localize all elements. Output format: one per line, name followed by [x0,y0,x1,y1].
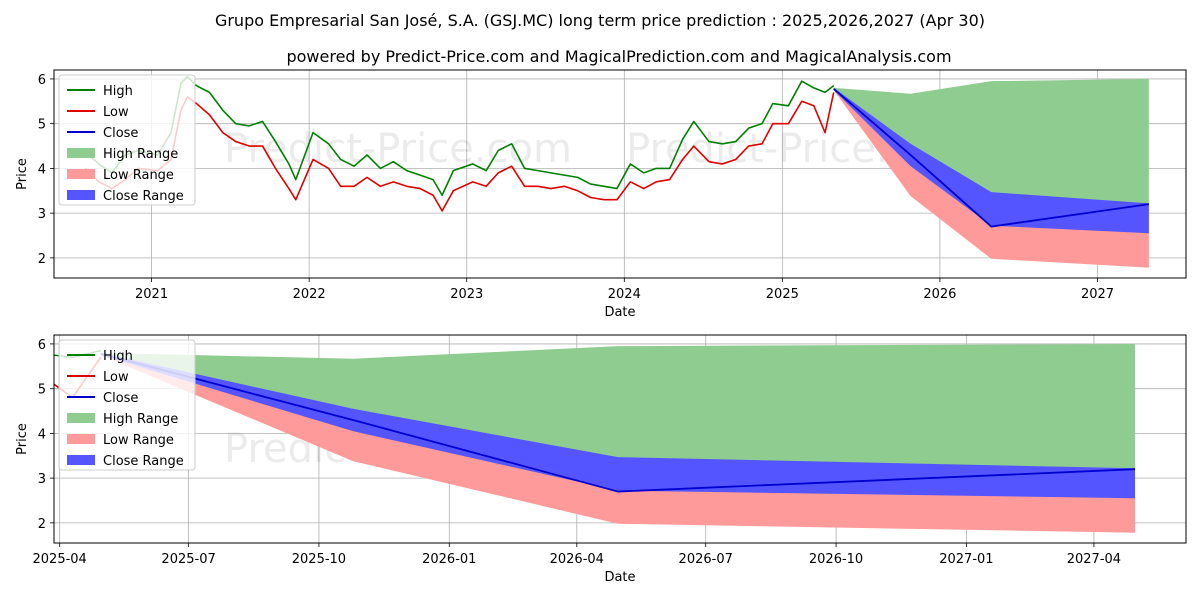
y-tick-label: 6 [38,73,46,88]
x-tick-label: 2025-07 [161,552,215,567]
legend-label-close_range: Close Range [103,189,184,204]
legend-swatch-close_range [67,455,95,465]
x-axis-label: Date [604,570,635,585]
legend-swatch-low_range [67,434,95,444]
plot-area [54,343,1136,533]
legend-label-close: Close [103,391,138,406]
close-series-line [100,352,1136,493]
x-tick-label: 2026-01 [422,552,476,567]
low-series-line [84,92,835,212]
legend-label-close_range: Close Range [103,454,184,469]
x-tick-label: 2025 [766,287,799,302]
x-tick-label: 2026-10 [809,552,863,567]
close-range-band [833,87,1149,234]
x-tick-label: 2024 [608,287,641,302]
bottom-panel: Predict-Price.comPredict-Price.com234562… [15,334,1187,585]
legend-label-high: High [103,349,133,364]
legend-label-low: Low [103,105,129,120]
legend-label-low: Low [103,370,129,385]
y-tick-label: 2 [38,517,46,532]
x-axis-label: Date [604,305,635,320]
legend-swatch-close_range [67,190,95,200]
legend: High Low Close High Range Low Range Close Ran… [58,74,196,206]
x-tick-label: 2023 [450,287,483,302]
y-tick-label: 4 [38,427,46,442]
legend-label-low_range: Low Range [103,168,174,183]
y-tick-label: 5 [38,383,46,398]
x-tick-label: 2026 [923,287,956,302]
y-axis-label: Price [15,423,30,455]
plot-frame [53,334,1187,544]
y-tick-label: 5 [38,118,46,133]
legend-label-high_range: High Range [103,412,178,427]
x-tick-label: 2027-04 [1067,552,1121,567]
legend-label-low_range: Low Range [103,433,174,448]
legend-label-high_range: High Range [103,147,178,162]
watermark: Predict-Price.com Predict-Price.comPredic… [224,126,974,322]
x-tick-label: 2026-07 [679,552,733,567]
plot-area [84,75,1149,268]
x-tick-label: 2025-04 [33,552,87,567]
legend-swatch-low_range [67,169,95,179]
watermark-text: Predict-Price.com [626,276,974,322]
axes: 2 3 4 5 6 2021 2022 2023 2024 2025 2026 2027 Date Pri… [15,73,1114,320]
y-tick-label: 3 [38,472,46,487]
top-panel: Predict-Price.com Predict-Price.comPredic… [15,69,1187,322]
y-axis-label: Price [15,158,30,190]
legend-swatch-high_range [67,413,95,423]
close-series-line [833,88,1149,228]
y-tick-label: 2 [38,252,46,267]
chart-title: Grupo Empresarial San José, S.A. (GSJ.MC… [215,11,985,30]
x-tick-label: 2027-01 [939,552,993,567]
high-series-line [85,75,835,197]
axes: 2 3 4 5 6 2025-04 2025-07 2025-10 2026-01 2026-04… [15,338,1121,585]
high-range-band [100,343,1135,492]
high-range-band [833,78,1149,227]
plot-frame [53,69,1187,279]
x-tick-label: 2027 [1081,287,1114,302]
legend-swatch-high_range [67,148,95,158]
chart-subtitle: powered by Predict-Price.com and Magical… [286,47,951,66]
y-tick-label: 3 [38,207,46,222]
legend-label-close: Close [103,126,138,141]
watermark-text: Predict-Price.com [224,276,572,322]
x-tick-label: 2022 [293,287,326,302]
x-tick-label: 2026-04 [550,552,604,567]
x-tick-label: 2025-10 [292,552,346,567]
close-range-band [100,352,1135,499]
legend-label-high: High [103,84,133,99]
y-tick-label: 4 [38,162,46,177]
x-tick-label: 2021 [135,287,168,302]
y-tick-label: 6 [38,338,46,353]
legend: High Low Close High Range Low Range Close Ran… [58,339,196,471]
